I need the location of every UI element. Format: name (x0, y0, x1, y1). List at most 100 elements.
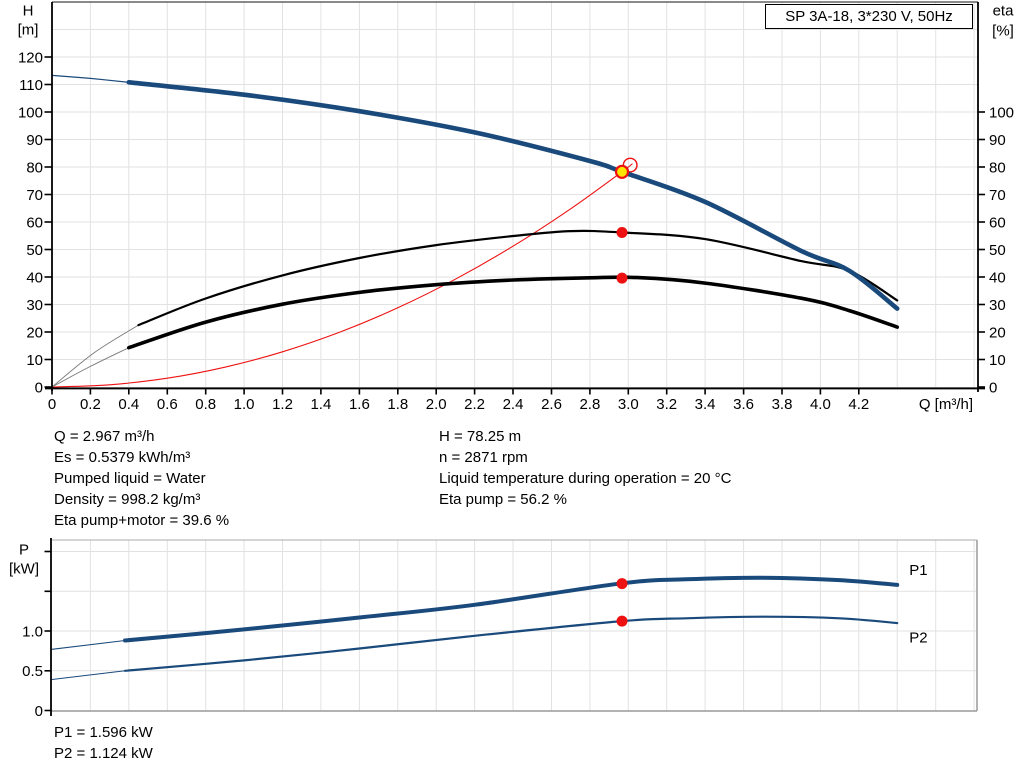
svg-text:0.4: 0.4 (118, 396, 139, 413)
svg-text:20: 20 (26, 324, 43, 341)
svg-text:70: 70 (26, 187, 43, 204)
svg-text:20: 20 (989, 324, 1006, 341)
eta-axis-ticks: 0 10 20 30 40 50 60 70 80 90 100 (978, 104, 1014, 396)
p1-curve-leadin (51, 639, 126, 650)
svg-text:4.2: 4.2 (848, 396, 869, 413)
duty-point-marker[interactable] (614, 164, 630, 179)
info-line-liquid-temperature: Liquid temperature during operation = 20… (439, 470, 732, 487)
svg-text:0.6: 0.6 (157, 396, 178, 413)
p2-curve (123, 615, 899, 672)
svg-text:50: 50 (26, 242, 43, 259)
system-curve (51, 163, 633, 388)
eta-axis-label: eta (993, 2, 1015, 19)
info-line-h: H = 78.25 m (439, 428, 522, 445)
svg-text:2.4: 2.4 (503, 396, 524, 413)
eta-axis-unit: [%] (992, 22, 1014, 39)
info-line-density: Density = 998.2 kg/m³ (54, 491, 201, 508)
h-curve (126, 80, 900, 311)
svg-text:0: 0 (35, 703, 43, 720)
info-line-p2: P2 = 1.124 kW (54, 745, 153, 762)
power-chart-frame (50, 538, 978, 716)
svg-text:80: 80 (989, 159, 1006, 176)
svg-text:1.0: 1.0 (234, 396, 255, 413)
info-line-eta-pump-motor: Eta pump+motor = 39.6 % (54, 512, 230, 529)
svg-text:1.2: 1.2 (272, 396, 293, 413)
svg-text:1.0: 1.0 (22, 623, 43, 640)
svg-text:3.6: 3.6 (733, 396, 754, 413)
h-axis-unit: [m] (18, 21, 39, 38)
svg-text:110: 110 (19, 77, 43, 94)
p2-curve-label: P2 (909, 629, 927, 646)
svg-text:60: 60 (989, 214, 1006, 231)
eta-pump-dot (616, 227, 628, 238)
svg-text:0.5: 0.5 (22, 663, 43, 680)
info-line-n: n = 2871 rpm (439, 449, 528, 466)
qh-eta-chart: 0 10 20 30 40 50 60 70 80 90 100 110 120 0 10 20 30 40 50 6… (18, 1, 1015, 413)
svg-text:10: 10 (26, 352, 43, 369)
p-axis-ticks: 0 0.5 1.0 (22, 550, 51, 720)
eta-pump-motor-dot (616, 272, 628, 284)
p2-dot (616, 615, 628, 627)
h-axis-ticks: 0 10 20 30 40 50 60 70 80 90 100 110 120 (18, 49, 52, 396)
q-axis-label: Q [m³/h] (919, 396, 973, 413)
svg-text:90: 90 (26, 132, 43, 149)
svg-text:3.0: 3.0 (618, 396, 639, 413)
svg-text:1.8: 1.8 (387, 396, 408, 413)
eta-pump-motor-leadin (51, 347, 130, 388)
qh-chart-grid (52, 2, 978, 387)
power-chart: P1 P2 0 0.5 1.0 P [kW] (9, 538, 978, 720)
svg-text:100: 100 (18, 104, 43, 121)
svg-text:3.8: 3.8 (772, 396, 793, 413)
svg-text:30: 30 (989, 297, 1006, 314)
power-chart-grid (51, 540, 977, 711)
p-axis-label: P (19, 541, 29, 558)
svg-text:0.8: 0.8 (195, 396, 216, 413)
svg-text:10: 10 (989, 352, 1006, 369)
svg-text:100: 100 (989, 104, 1014, 121)
p2-curve-leadin (51, 670, 126, 680)
p1-curve (123, 575, 900, 643)
pump-model-title: SP 3A-18, 3*230 V, 50Hz (785, 8, 953, 25)
svg-text:70: 70 (989, 187, 1006, 204)
svg-text:90: 90 (989, 132, 1006, 149)
svg-text:120: 120 (18, 49, 43, 66)
svg-text:40: 40 (26, 269, 43, 286)
eta-pump-curve (137, 229, 899, 327)
info-line-eta-pump: Eta pump = 56.2 % (439, 491, 567, 508)
info-line-es: Es = 0.5379 kWh/m³ (54, 449, 191, 466)
p-axis-unit: [kW] (9, 560, 39, 577)
p1-curve-label: P1 (909, 562, 927, 579)
eta-pump-motor-curve (127, 275, 899, 350)
svg-text:30: 30 (26, 297, 43, 314)
svg-text:0: 0 (989, 379, 997, 396)
svg-text:50: 50 (989, 242, 1006, 259)
duty-info-left: Q = 2.967 m³/h Es = 0.5379 kWh/m³ Pumped… (54, 426, 229, 531)
info-line-p1: P1 = 1.596 kW (54, 724, 153, 741)
power-info-block: P1 = 1.596 kW P2 = 1.124 kW (54, 722, 153, 764)
svg-text:2.6: 2.6 (541, 396, 562, 413)
svg-text:0: 0 (35, 379, 43, 396)
svg-text:0.2: 0.2 (80, 396, 101, 413)
info-line-q: Q = 2.967 m³/h (54, 428, 155, 445)
svg-text:2.2: 2.2 (464, 396, 485, 413)
eta-pump-leadin (51, 324, 139, 388)
svg-text:3.2: 3.2 (656, 396, 677, 413)
h-axis-label: H (23, 2, 34, 19)
svg-text:40: 40 (989, 269, 1006, 286)
h-curve-leadin (51, 74, 130, 83)
svg-text:4.0: 4.0 (810, 396, 831, 413)
q-axis-ticks: 0 0.2 0.4 0.6 0.8 1.0 1.2 1.4 1.6 1.8 2.0 2.2 2.4 2.6… (48, 388, 869, 413)
power-chart-plot-area[interactable] (51, 540, 977, 711)
svg-text:1.6: 1.6 (349, 396, 370, 413)
p1-dot (616, 578, 628, 590)
svg-text:3.4: 3.4 (695, 396, 716, 413)
svg-text:2.8: 2.8 (579, 396, 600, 413)
svg-text:2.0: 2.0 (426, 396, 447, 413)
duty-info-right: H = 78.25 m n = 2871 rpm Liquid temperat… (439, 426, 731, 510)
qh-chart-plot-area[interactable] (52, 2, 978, 387)
svg-text:60: 60 (26, 214, 43, 231)
pump-model-title-box: SP 3A-18, 3*230 V, 50Hz (765, 4, 973, 29)
svg-text:80: 80 (26, 159, 43, 176)
